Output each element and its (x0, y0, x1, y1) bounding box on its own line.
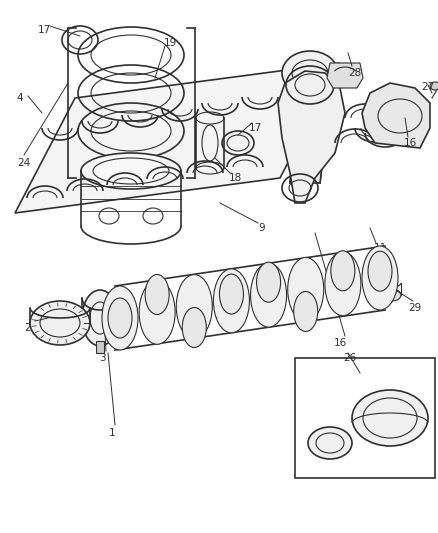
Polygon shape (327, 63, 363, 88)
Ellipse shape (352, 390, 428, 446)
Ellipse shape (145, 274, 169, 314)
Polygon shape (15, 63, 340, 213)
Ellipse shape (308, 427, 352, 459)
Text: 27: 27 (421, 82, 434, 92)
Text: 11: 11 (373, 243, 387, 253)
Polygon shape (278, 71, 345, 203)
Ellipse shape (251, 263, 286, 327)
Ellipse shape (383, 289, 401, 301)
Ellipse shape (368, 251, 392, 291)
Ellipse shape (182, 308, 206, 348)
Ellipse shape (282, 51, 338, 95)
Ellipse shape (108, 298, 132, 338)
Text: 2: 2 (25, 323, 31, 333)
Ellipse shape (176, 274, 212, 338)
Text: 17: 17 (37, 25, 51, 35)
Ellipse shape (139, 280, 175, 344)
Polygon shape (290, 96, 330, 183)
Text: 26: 26 (343, 353, 357, 363)
Text: 19: 19 (163, 38, 177, 48)
Text: 18: 18 (228, 173, 242, 183)
Ellipse shape (331, 251, 355, 291)
Polygon shape (362, 83, 430, 148)
Text: 17: 17 (248, 123, 261, 133)
Ellipse shape (325, 252, 361, 316)
Ellipse shape (257, 262, 281, 302)
Text: 4: 4 (17, 93, 23, 103)
Bar (96, 341, 104, 353)
Text: 3: 3 (99, 353, 105, 363)
Text: 28: 28 (348, 68, 362, 78)
Ellipse shape (213, 269, 249, 333)
Ellipse shape (288, 257, 324, 321)
Text: 29: 29 (408, 303, 422, 313)
Ellipse shape (82, 290, 118, 346)
Ellipse shape (102, 286, 138, 350)
Text: 9: 9 (259, 223, 265, 233)
Ellipse shape (30, 301, 90, 345)
Ellipse shape (430, 82, 438, 90)
Bar (295, 358, 435, 478)
Text: 1: 1 (109, 428, 115, 438)
Text: 16: 16 (403, 138, 417, 148)
Text: 24: 24 (18, 158, 31, 168)
Ellipse shape (219, 274, 244, 314)
Ellipse shape (294, 292, 318, 332)
Ellipse shape (81, 153, 181, 189)
Ellipse shape (293, 60, 337, 96)
Text: 16: 16 (333, 338, 346, 348)
Ellipse shape (362, 246, 398, 310)
